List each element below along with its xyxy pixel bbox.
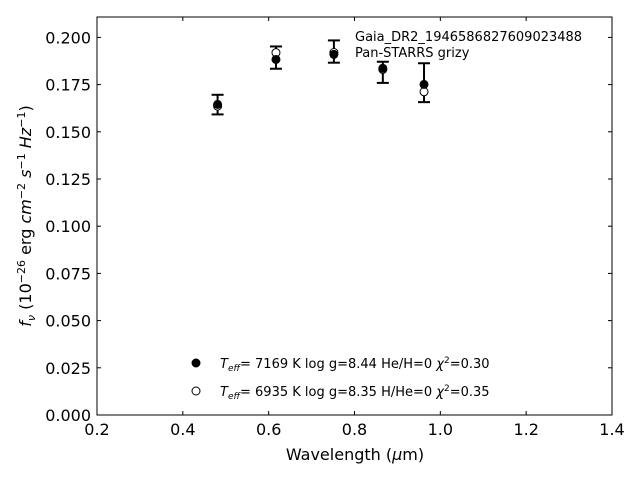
x-tick-label: 0.8	[342, 420, 367, 439]
y-tick-label: 0.175	[45, 76, 91, 95]
y-tick-label: 0.075	[45, 264, 91, 283]
model-point-filled	[378, 63, 388, 73]
x-tick-label: 1.0	[428, 420, 453, 439]
y-tick-label: 0.000	[45, 406, 91, 425]
model-point-filled	[329, 49, 339, 59]
model-point-filled	[213, 99, 223, 109]
y-tick-label: 0.025	[45, 359, 91, 378]
model-point-filled	[419, 79, 429, 89]
legend-marker	[191, 358, 201, 368]
legend-marker	[191, 386, 201, 396]
model-point-open	[419, 87, 429, 97]
legend-entry: Teff= 6935 K log g=8.35 H/He=0 χ2=0.35	[220, 384, 490, 402]
y-axis-label: fν (10−26 erg cm−2 s−1 Hz−1)	[15, 105, 38, 326]
svg-text:fν (10−26 erg cm−2 s−1 Hz−1): fν (10−26 erg cm−2 s−1 Hz−1)	[15, 105, 38, 326]
x-tick-label: 0.6	[256, 420, 281, 439]
annotation-source: Gaia_DR2_1946586827609023488	[355, 30, 582, 45]
model-point-filled	[271, 54, 281, 64]
plot-frame	[96, 16, 613, 416]
legend-entry: Teff= 7169 K log g=8.44 He/H=0 χ2=0.30	[220, 356, 490, 374]
x-tick-label: 0.2	[84, 420, 109, 439]
y-tick-label: 0.100	[45, 217, 91, 236]
y-tick-label: 0.150	[45, 123, 91, 142]
annotation-survey: Pan-STARRS grizy	[355, 46, 470, 61]
y-tick-label: 0.050	[45, 312, 91, 331]
x-tick-label: 0.4	[170, 420, 195, 439]
x-tick-label: 1.4	[599, 420, 624, 439]
legend: Teff= 7169 K log g=8.44 He/H=0 χ2=0.30 Te…	[191, 356, 490, 402]
y-tick-label: 0.125	[45, 170, 91, 189]
y-tick-label: 0.200	[45, 28, 91, 47]
x-axis-label: Wavelength (μm)	[286, 445, 424, 464]
x-tick-label: 1.2	[513, 420, 538, 439]
